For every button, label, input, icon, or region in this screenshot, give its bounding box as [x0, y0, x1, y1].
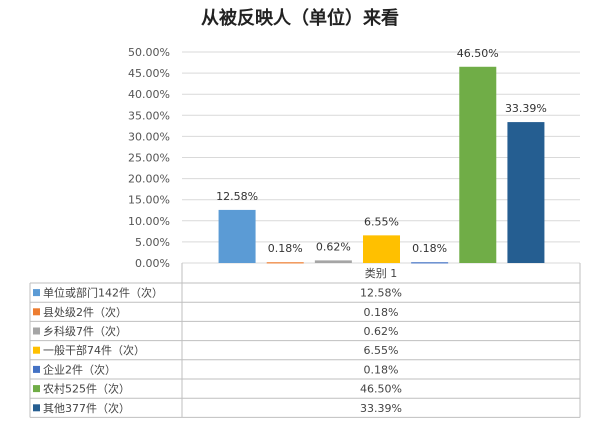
y-tick-label: 10.00%	[128, 215, 170, 228]
legend-entry: 农村525件（次）	[43, 382, 130, 396]
category-label: 类别 1	[365, 266, 398, 280]
legend-entry: 其他377件（次）	[43, 401, 130, 415]
data-label: 12.58%	[216, 190, 258, 203]
chart-title: 从被反映人（单位）来看	[201, 7, 399, 29]
legend-swatch	[33, 308, 40, 316]
table-value: 46.50%	[360, 383, 402, 396]
legend-entry: 一般干部74件（次）	[43, 343, 145, 357]
y-tick-label: 50.00%	[128, 46, 170, 59]
y-tick-label: 5.00%	[135, 236, 170, 249]
legend-swatch	[33, 385, 40, 393]
bar	[363, 235, 400, 263]
data-label: 46.50%	[457, 47, 499, 60]
y-tick-label: 0.00%	[135, 257, 170, 270]
bar	[507, 122, 545, 263]
data-label: 0.62%	[316, 240, 351, 253]
y-tick-label: 15.00%	[128, 194, 170, 207]
legend-entry: 企业2件（次）	[43, 362, 116, 376]
y-tick-label: 40.00%	[128, 88, 170, 101]
legend-swatch	[33, 404, 40, 412]
legend-entry: 乡科级7件（次）	[43, 324, 127, 338]
bar	[411, 262, 449, 264]
bar	[459, 66, 497, 264]
y-tick-label: 25.00%	[128, 152, 170, 165]
bar	[218, 209, 256, 263]
legend-entry: 单位或部门142件（次）	[43, 286, 163, 300]
legend-swatch	[33, 346, 40, 354]
legend-entry: 县处级2件（次）	[43, 305, 127, 319]
table-value: 0.62%	[364, 325, 399, 338]
data-label: 33.39%	[505, 102, 547, 115]
legend-swatch	[33, 327, 40, 335]
bar	[266, 262, 304, 264]
table-value: 6.55%	[364, 344, 399, 357]
table-value: 12.58%	[360, 287, 402, 300]
y-tick-label: 35.00%	[128, 109, 170, 122]
legend-swatch	[33, 289, 40, 297]
data-label: 0.18%	[268, 242, 303, 255]
table-value: 0.18%	[364, 306, 399, 319]
legend-swatch	[33, 365, 40, 373]
bar	[314, 260, 352, 263]
y-tick-label: 45.00%	[128, 67, 170, 80]
y-tick-label: 30.00%	[128, 130, 170, 143]
y-tick-label: 20.00%	[128, 173, 170, 186]
table-value: 33.39%	[360, 402, 402, 415]
data-label: 0.18%	[412, 242, 447, 255]
data-label: 6.55%	[364, 215, 399, 228]
table-value: 0.18%	[364, 363, 399, 376]
